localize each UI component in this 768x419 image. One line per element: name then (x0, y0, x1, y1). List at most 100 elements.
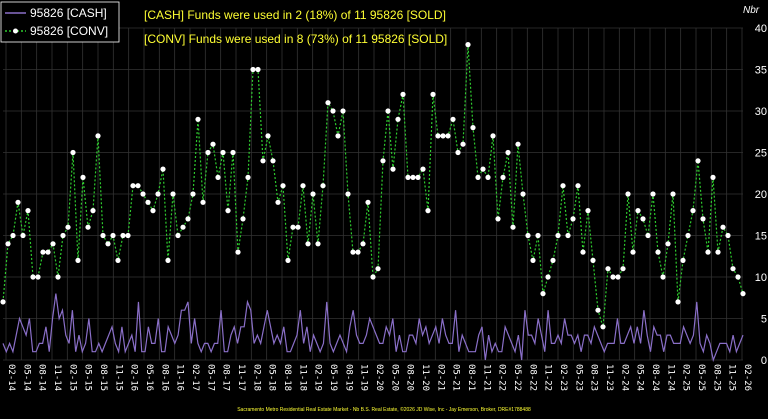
x-tick-label: 08-23 (589, 364, 599, 391)
x-tick-label: 11-15 (113, 364, 123, 391)
series-cash (2, 293, 744, 363)
conv-point (620, 266, 626, 272)
x-tick-label: 08-16 (159, 364, 169, 391)
x-tick-label: 11-22 (543, 364, 553, 391)
x-tick-label: 11-23 (604, 364, 614, 391)
conv-point (720, 224, 726, 230)
conv-point (640, 216, 646, 222)
conv-point (50, 241, 56, 247)
conv-point (330, 108, 336, 114)
conv-point (535, 232, 541, 239)
y-tick-label: 20 (755, 189, 767, 201)
x-tick-label: 02-19 (313, 364, 323, 391)
conv-point (595, 307, 601, 313)
conv-point (650, 191, 656, 197)
conv-point (240, 216, 246, 222)
conv-point (255, 66, 261, 73)
x-tick-label: 11-19 (359, 364, 369, 391)
conv-point (420, 166, 426, 172)
conv-point (710, 174, 716, 180)
cash-line (2, 293, 744, 363)
x-tick-label: 05-24 (635, 364, 645, 391)
conv-point (520, 191, 526, 197)
conv-point (550, 257, 556, 263)
x-tick-label: 11-18 (297, 364, 307, 391)
x-tick-label: 11-25 (727, 364, 737, 391)
conv-point (480, 166, 486, 172)
conv-point (435, 133, 441, 139)
x-tick-label: 05-22 (512, 364, 522, 391)
conv-point (450, 116, 456, 122)
conv-point (190, 191, 196, 197)
x-tick-label: 05-25 (696, 364, 706, 391)
conv-point (540, 291, 546, 297)
conv-point (220, 149, 226, 156)
conv-point (325, 100, 331, 106)
grid-lines (3, 27, 743, 361)
conv-point (95, 133, 101, 139)
conv-point (675, 299, 681, 305)
conv-point (160, 166, 166, 172)
conv-point (235, 249, 241, 255)
conv-point (560, 183, 566, 189)
x-tick-label: 02-26 (742, 364, 752, 391)
conv-point (355, 249, 361, 255)
conv-point (515, 141, 521, 147)
x-tick-label: 02-16 (129, 364, 139, 391)
conv-point (735, 274, 741, 280)
conv-point (470, 125, 476, 131)
conv-point (510, 224, 516, 230)
conv-point (555, 232, 561, 239)
conv-point (460, 141, 466, 147)
x-tick-label: 08-20 (405, 364, 415, 391)
x-tick-label: 05-20 (389, 364, 399, 391)
conv-point (30, 274, 36, 280)
x-tick-label: 05-14 (21, 364, 31, 391)
conv-point (205, 149, 211, 156)
conv-point (245, 174, 251, 180)
conv-point (200, 199, 206, 205)
conv-point (600, 324, 606, 330)
conv-point (295, 224, 301, 230)
conv-point (670, 191, 676, 197)
conv-point (125, 232, 131, 239)
conv-point (375, 266, 381, 272)
conv-point (635, 208, 641, 214)
conv-point (525, 232, 531, 239)
conv-point (605, 266, 611, 272)
conv-point (320, 183, 326, 189)
conv-point (335, 133, 341, 139)
conv-point (655, 249, 661, 255)
conv-point (10, 232, 16, 239)
conv-point (380, 158, 386, 164)
x-tick-label: 05-19 (328, 364, 338, 391)
conv-point (455, 149, 461, 156)
conv-point (25, 208, 31, 214)
conv-point (500, 174, 506, 180)
conv-point (390, 166, 396, 172)
conv-point (530, 257, 536, 263)
conv-point (305, 241, 311, 247)
conv-point (155, 191, 161, 197)
conv-point (340, 108, 346, 114)
conv-point (55, 274, 61, 280)
conv-point (695, 158, 701, 164)
conv-point (260, 158, 266, 164)
y-axis-label: Nbr (743, 5, 760, 16)
conv-point (215, 174, 221, 180)
conv-point (690, 208, 696, 214)
conv-point (400, 91, 406, 97)
conv-point (665, 241, 671, 247)
conv-point (0, 299, 6, 305)
conv-point (120, 232, 126, 239)
conv-point (445, 133, 451, 139)
conv-point (625, 191, 631, 197)
conv-point (315, 241, 321, 247)
conv-point (270, 158, 276, 164)
y-tick-label: 10 (755, 272, 767, 284)
conv-point (85, 224, 91, 230)
x-tick-label: 11-17 (236, 364, 246, 391)
conv-point (195, 116, 201, 122)
conv-point (430, 91, 436, 97)
